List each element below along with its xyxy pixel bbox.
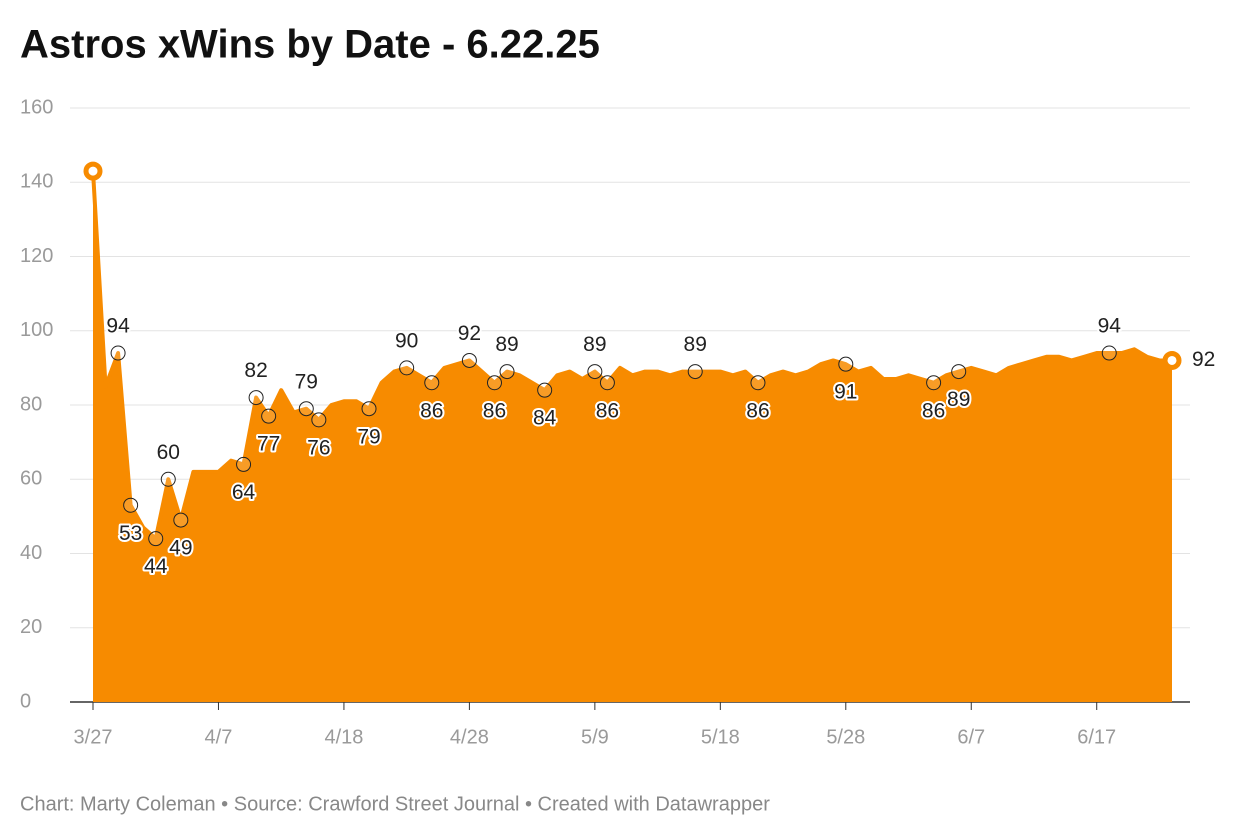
data-label: 89 — [684, 333, 707, 356]
y-tick-label: 140 — [20, 171, 53, 193]
data-label: 49 — [169, 537, 192, 560]
data-label: 94 — [1098, 315, 1122, 338]
point-marker — [123, 497, 139, 513]
y-tick-label: 40 — [20, 542, 42, 564]
point-marker — [599, 375, 615, 391]
data-label: 86 — [746, 399, 769, 422]
data-label: 44 — [144, 555, 168, 578]
point-marker — [750, 375, 766, 391]
point-marker — [160, 471, 176, 487]
point-marker — [173, 512, 189, 528]
data-label: 64 — [232, 481, 256, 504]
point-marker — [311, 412, 327, 428]
data-label: 77 — [257, 433, 280, 456]
x-tick-label: 3/27 — [74, 726, 113, 748]
data-label: 86 — [596, 399, 619, 422]
point-marker — [148, 531, 164, 547]
data-label: 79 — [295, 370, 318, 393]
point-marker — [399, 360, 415, 376]
data-label: 89 — [495, 333, 518, 356]
point-marker — [499, 364, 515, 380]
y-tick-label: 0 — [20, 690, 31, 712]
chart-title: Astros xWins by Date - 6.22.25 — [20, 23, 600, 67]
data-label: 91 — [834, 381, 857, 404]
y-tick-label: 20 — [20, 616, 42, 638]
x-tick-label: 6/17 — [1077, 726, 1116, 748]
data-label: 89 — [583, 333, 606, 356]
data-label: 90 — [395, 329, 418, 352]
data-label: 86 — [922, 399, 945, 422]
footer: Chart: Marty Coleman • Source: Crawford … — [20, 793, 770, 815]
data-label: 53 — [119, 522, 142, 545]
end-marker — [83, 161, 103, 181]
data-label: 94 — [106, 315, 130, 338]
end-marker — [1162, 350, 1182, 370]
data-label: 76 — [307, 436, 330, 459]
point-marker — [361, 401, 377, 417]
point-marker — [587, 364, 603, 380]
data-label: 84 — [533, 407, 557, 430]
y-tick-label: 60 — [20, 468, 42, 490]
y-tick-label: 120 — [20, 245, 53, 267]
x-tick-label: 6/7 — [957, 726, 985, 748]
data-label: 86 — [420, 399, 443, 422]
data-label: 60 — [157, 441, 180, 464]
x-tick-label: 4/7 — [205, 726, 233, 748]
point-marker — [424, 375, 440, 391]
data-label: 89 — [947, 388, 970, 411]
point-marker — [298, 401, 314, 417]
line — [91, 170, 1172, 541]
point-marker — [537, 382, 553, 398]
point-marker — [461, 352, 477, 368]
x-tick-label: 5/28 — [826, 726, 865, 748]
point-marker — [687, 364, 703, 380]
point-marker — [951, 364, 967, 380]
point-marker — [110, 345, 126, 361]
data-label: 92 — [1192, 348, 1215, 371]
x-tick-label: 4/28 — [450, 726, 489, 748]
x-tick-label: 5/18 — [701, 726, 740, 748]
x-tick-label: 5/9 — [581, 726, 609, 748]
point-marker — [261, 408, 277, 424]
y-tick-label: 100 — [20, 319, 53, 341]
point-marker — [838, 356, 854, 372]
point-marker — [248, 390, 264, 406]
x-tick-label: 4/18 — [324, 726, 363, 748]
point-marker — [926, 375, 942, 391]
y-tick-label: 160 — [20, 96, 53, 118]
point-marker — [1101, 345, 1117, 361]
data-label: 82 — [244, 359, 267, 382]
point-marker — [486, 375, 502, 391]
data-label: 86 — [483, 399, 506, 422]
data-label: 79 — [357, 425, 380, 448]
point-marker — [236, 456, 252, 472]
data-label: 92 — [458, 322, 481, 345]
area — [93, 171, 1172, 703]
y-tick-label: 80 — [20, 393, 42, 415]
